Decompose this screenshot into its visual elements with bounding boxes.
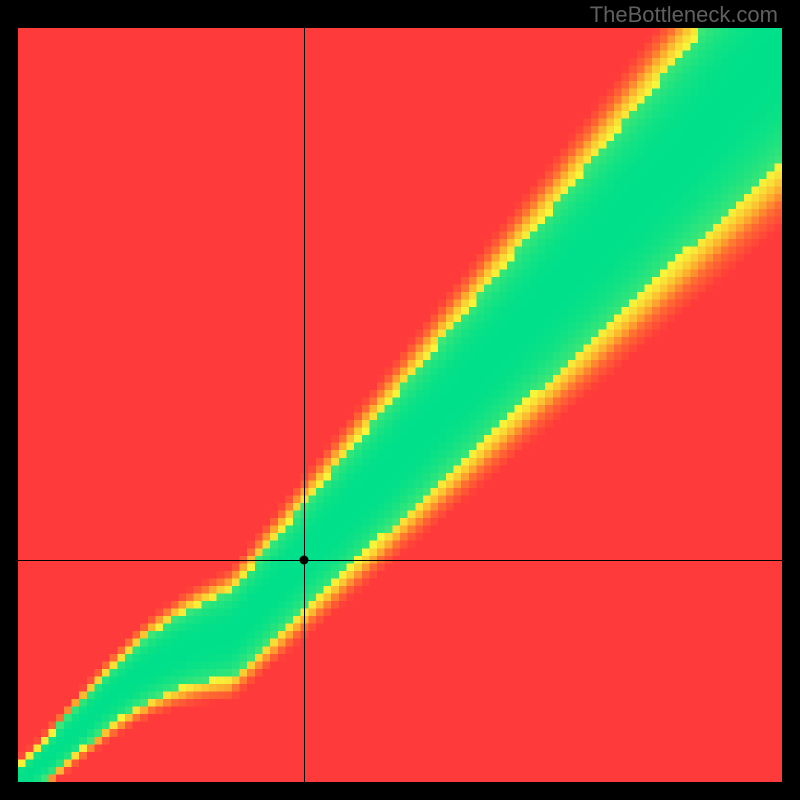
heatmap-canvas <box>18 28 782 782</box>
watermark-text: TheBottleneck.com <box>590 2 778 28</box>
heatmap-plot <box>18 28 782 782</box>
